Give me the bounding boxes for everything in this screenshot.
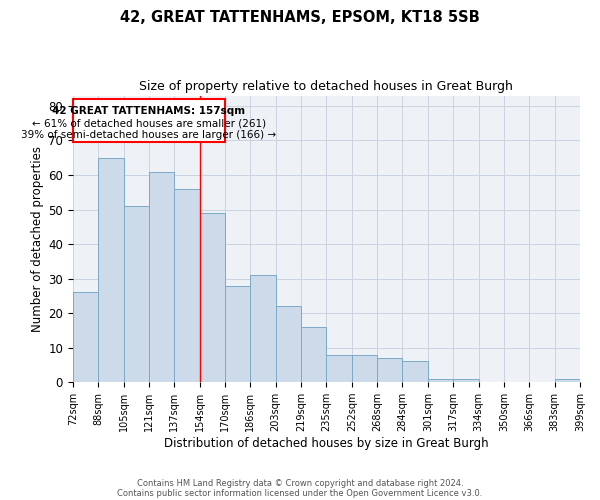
- Y-axis label: Number of detached properties: Number of detached properties: [31, 146, 44, 332]
- Text: ← 61% of detached houses are smaller (261): ← 61% of detached houses are smaller (26…: [32, 118, 266, 128]
- Text: 42, GREAT TATTENHAMS, EPSOM, KT18 5SB: 42, GREAT TATTENHAMS, EPSOM, KT18 5SB: [120, 10, 480, 25]
- Bar: [352, 354, 377, 382]
- Bar: [275, 306, 301, 382]
- Bar: [200, 213, 225, 382]
- Bar: [73, 292, 98, 382]
- Text: 39% of semi-detached houses are larger (166) →: 39% of semi-detached houses are larger (…: [22, 130, 277, 140]
- Bar: [377, 358, 403, 382]
- Bar: [124, 206, 149, 382]
- Bar: [453, 379, 479, 382]
- Bar: [149, 172, 174, 382]
- Text: Contains public sector information licensed under the Open Government Licence v3: Contains public sector information licen…: [118, 488, 482, 498]
- Bar: [554, 379, 580, 382]
- Title: Size of property relative to detached houses in Great Burgh: Size of property relative to detached ho…: [139, 80, 514, 93]
- Bar: [301, 327, 326, 382]
- X-axis label: Distribution of detached houses by size in Great Burgh: Distribution of detached houses by size …: [164, 437, 489, 450]
- Text: Contains HM Land Registry data © Crown copyright and database right 2024.: Contains HM Land Registry data © Crown c…: [137, 478, 463, 488]
- Bar: [250, 275, 275, 382]
- Text: 42 GREAT TATTENHAMS: 157sqm: 42 GREAT TATTENHAMS: 157sqm: [52, 106, 245, 116]
- Bar: [428, 379, 453, 382]
- Bar: [403, 362, 428, 382]
- Bar: [326, 354, 352, 382]
- FancyBboxPatch shape: [73, 99, 225, 142]
- Bar: [225, 286, 250, 382]
- Bar: [174, 189, 200, 382]
- Bar: [98, 158, 124, 382]
